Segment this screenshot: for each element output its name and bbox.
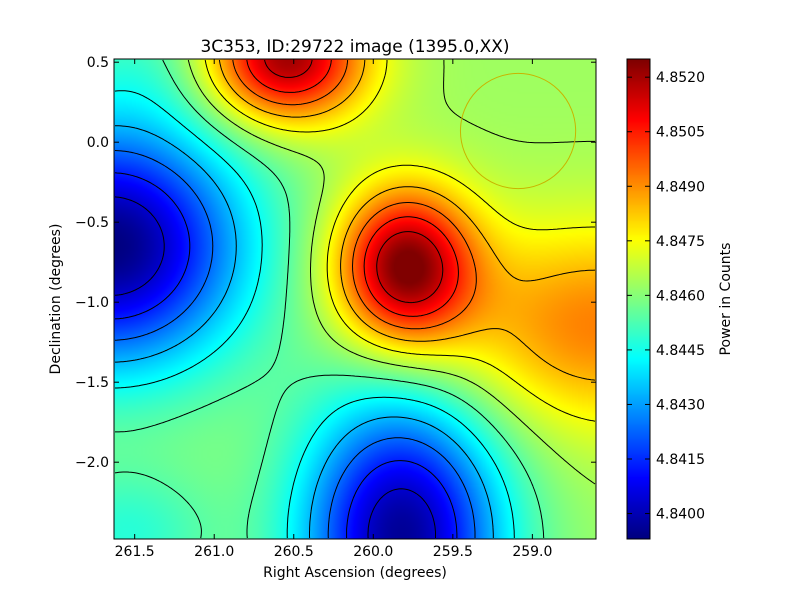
colorbar-tick-label: 4.8430 [656, 397, 705, 413]
x-tick-label: 261.5 [115, 544, 155, 560]
y-axis: 0.5 0.0 −0.5 −1.0 −1.5 −2.0 [75, 55, 596, 471]
y-tick-label: 0.5 [87, 55, 109, 71]
contour-level-10 [232, 59, 477, 330]
contour-level-5 [114, 90, 515, 539]
contour-level-8 [204, 59, 596, 422]
colorbar-label: Power in Counts [718, 243, 734, 356]
contour-level-6 [114, 59, 545, 539]
contour-level-4 [115, 125, 494, 539]
plot-area [113, 58, 597, 540]
colorbar-tick-label: 4.8490 [656, 179, 705, 195]
contour-lines [114, 59, 596, 539]
beam-circle [459, 72, 577, 190]
x-tick-label: 260.5 [274, 544, 314, 560]
contour-level-3 [114, 150, 476, 539]
x-tick-label: 261.0 [194, 544, 234, 560]
x-tick-label: 259.0 [512, 544, 552, 560]
colorbar-ticks: 4.8400 4.8415 4.8430 4.8445 4.8460 4.8475 4.84… [627, 70, 705, 523]
colorbar-tick-label: 4.8460 [656, 288, 705, 304]
x-tick-label: 259.5 [433, 544, 473, 560]
colorbar-tick-label: 4.8520 [656, 70, 705, 86]
y-tick-label: 0.0 [87, 135, 109, 151]
colorbar-frame [626, 58, 651, 540]
colorbar-tick-label: 4.8415 [656, 452, 705, 468]
contour-level-7 [187, 59, 596, 485]
chart-title: 3C353, ID:29722 image (1395.0,XX) [200, 37, 509, 57]
heatmap-image [114, 59, 596, 539]
x-axis: 261.5 261.0 260.5 260.0 259.5 259.0 [115, 59, 552, 560]
colorbar-tick-label: 4.8400 [656, 507, 705, 523]
y-tick-label: −0.5 [75, 215, 109, 231]
colorbar-tick-label: 4.8505 [656, 125, 705, 141]
x-tick-label: 260.0 [353, 544, 393, 560]
contour-level-11 [246, 59, 459, 317]
contour-level-2 [114, 172, 458, 538]
plot-frame [113, 58, 597, 540]
y-axis-label: Declination (degrees) [48, 224, 64, 375]
y-tick-label: −2.0 [75, 455, 109, 471]
colorbar-tick-label: 4.8445 [656, 343, 705, 359]
colorbar: 4.8400 4.8415 4.8430 4.8445 4.8460 4.8475 4.84… [626, 58, 734, 540]
x-axis-label: Right Ascension (degrees) [263, 565, 447, 581]
contour-level-12 [264, 59, 444, 304]
colorbar-gradient [627, 59, 650, 539]
y-tick-label: −1.5 [75, 375, 109, 391]
colorbar-tick-label: 4.8475 [656, 234, 705, 250]
y-tick-label: −1.0 [75, 295, 109, 311]
contour-level-1 [114, 196, 436, 539]
contour-level-9 [218, 59, 596, 381]
